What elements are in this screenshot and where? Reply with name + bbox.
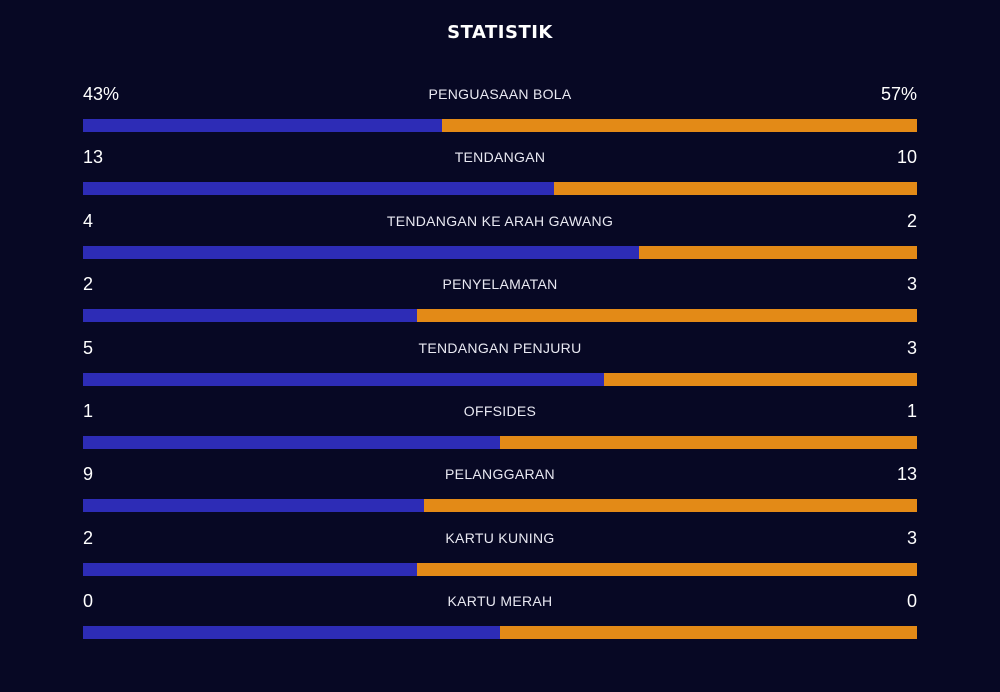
- stat-row-penguasaan-bola: 43% PENGUASAAN BOLA 57%: [83, 80, 917, 143]
- away-value: 1: [906, 400, 917, 421]
- away-bar-fill: [500, 626, 917, 640]
- home-bar-fill: [83, 372, 605, 386]
- home-value: 2: [83, 527, 94, 548]
- comparison-bar: [83, 562, 917, 576]
- comparison-bar: [83, 245, 917, 259]
- away-value: 13: [896, 464, 917, 485]
- home-bar-fill: [83, 309, 417, 323]
- away-value: 3: [906, 337, 917, 358]
- stat-row-penyelamatan: 2 PENYELAMATAN 3: [83, 270, 917, 333]
- stat-row-tendangan-penjuru: 5 TENDANGAN PENJURU 3: [83, 334, 917, 397]
- away-bar-fill: [424, 499, 917, 513]
- home-value: 4: [83, 210, 94, 231]
- away-value: 57%: [880, 84, 917, 104]
- stat-label: PENYELAMATAN: [442, 276, 558, 293]
- section-title: STATISTIK: [447, 22, 553, 43]
- stat-label: KARTU KUNING: [445, 529, 555, 546]
- comparison-bar: [83, 309, 917, 323]
- away-value: 0: [906, 591, 917, 612]
- stat-row-offsides: 1 OFFSIDES 1: [83, 397, 917, 460]
- home-bar-fill: [83, 562, 417, 576]
- stat-row-kartu-merah: 0 KARTU MERAH 0: [83, 587, 917, 650]
- away-value: 3: [906, 527, 917, 548]
- comparison-bar: [83, 119, 917, 132]
- home-bar-fill: [83, 626, 500, 640]
- home-bar-fill: [83, 499, 425, 513]
- home-value: 13: [83, 147, 104, 168]
- away-value: 2: [906, 210, 917, 231]
- stat-row-tendangan: 13 TENDANGAN 10: [83, 143, 917, 206]
- stat-label: OFFSIDES: [463, 402, 537, 419]
- home-value: 0: [83, 591, 94, 612]
- away-bar-fill: [604, 372, 917, 386]
- away-bar-fill: [416, 309, 917, 323]
- stat-label: TENDANGAN KE ARAH GAWANG: [386, 212, 614, 229]
- comparison-bar: [83, 435, 917, 449]
- away-value: 10: [896, 147, 917, 168]
- away-bar-fill: [500, 435, 917, 449]
- away-bar-fill: [639, 245, 917, 259]
- comparison-bar: [83, 499, 917, 513]
- home-bar-fill: [83, 245, 640, 259]
- away-bar-fill: [554, 182, 917, 196]
- home-bar-fill: [83, 435, 500, 449]
- stats-list: 43% PENGUASAAN BOLA 57% 13 TENDANGAN 10 …: [83, 80, 917, 651]
- home-bar-fill: [83, 182, 555, 196]
- comparison-bar: [83, 626, 917, 640]
- away-bar-fill: [416, 562, 917, 576]
- home-value: 1: [83, 400, 94, 421]
- stat-row-tendangan-ke-arah-gawang: 4 TENDANGAN KE ARAH GAWANG 2: [83, 207, 917, 270]
- away-value: 3: [906, 274, 917, 295]
- comparison-bar: [83, 182, 917, 196]
- stat-label: KARTU MERAH: [447, 593, 553, 610]
- stat-label: PENGUASAAN BOLA: [428, 86, 572, 102]
- stat-row-kartu-kuning: 2 KARTU KUNING 3: [83, 524, 917, 587]
- stat-label: TENDANGAN PENJURU: [418, 339, 582, 356]
- comparison-bar: [83, 372, 917, 386]
- away-bar-fill: [441, 119, 917, 132]
- home-value: 2: [83, 274, 94, 295]
- stat-row-pelanggaran: 9 PELANGGARAN 13: [83, 460, 917, 523]
- stat-label: TENDANGAN: [454, 149, 546, 166]
- home-value: 43%: [83, 84, 120, 104]
- stat-label: PELANGGARAN: [445, 466, 555, 483]
- home-value: 9: [83, 464, 94, 485]
- home-bar-fill: [83, 119, 442, 132]
- home-value: 5: [83, 337, 94, 358]
